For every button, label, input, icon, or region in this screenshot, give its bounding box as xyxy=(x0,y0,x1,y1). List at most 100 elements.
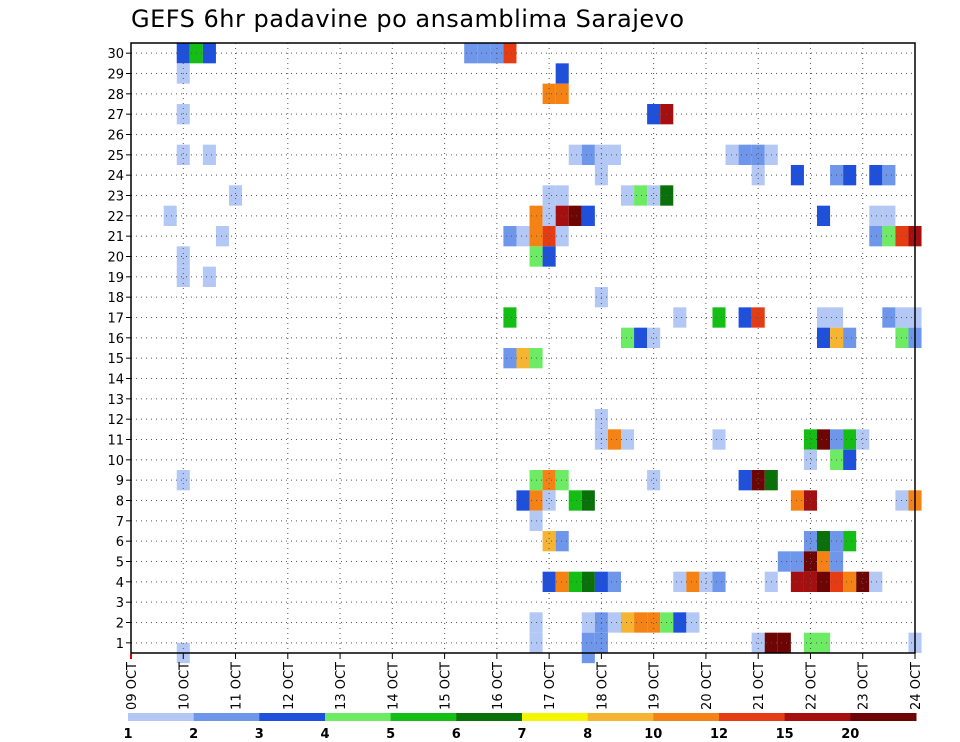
heatmap-cell xyxy=(803,632,817,653)
heatmap-cell xyxy=(738,144,752,165)
heatmap-cell xyxy=(738,470,752,491)
heatmap-cell xyxy=(555,571,569,592)
heatmap-cell xyxy=(516,348,530,369)
heatmap-cell xyxy=(856,571,870,592)
colorbar-label: 12 xyxy=(710,727,728,742)
x-tick-label: 16 OCT xyxy=(491,662,506,710)
y-tick-label: 17 xyxy=(107,312,124,327)
colorbar-swatch xyxy=(522,713,589,721)
heatmap-cell xyxy=(843,531,857,552)
heatmap-cell xyxy=(790,551,804,572)
colorbar-label: 8 xyxy=(583,727,592,742)
plot-frame xyxy=(130,42,916,654)
heatmap-cell xyxy=(607,144,621,165)
y-tick-label: 9 xyxy=(116,474,124,489)
heatmap-cell xyxy=(869,226,883,247)
y-tick-label: 11 xyxy=(107,434,124,449)
heatmap-cell xyxy=(803,551,817,572)
y-tick-label: 13 xyxy=(107,393,124,408)
heatmap-cell xyxy=(647,470,661,491)
heatmap-cell xyxy=(803,571,817,592)
y-tick-label: 3 xyxy=(116,596,124,611)
y-tick-label: 12 xyxy=(107,413,124,428)
heatmap-cell xyxy=(215,226,229,247)
heatmap-cell xyxy=(634,327,648,348)
y-tick-label: 20 xyxy=(107,251,124,266)
heatmap-cell xyxy=(621,185,635,206)
colorbar-swatch xyxy=(850,713,917,721)
y-tick-label: 27 xyxy=(107,108,124,123)
x-axis: 09 OCT 10 OCT 11 OCT 12 OCT 13 OCT 14 OCT 15 O… xyxy=(125,653,924,710)
heatmap-cell xyxy=(542,531,556,552)
heatmap-cell xyxy=(555,185,569,206)
heatmap-cell xyxy=(555,470,569,491)
heatmap-cell xyxy=(751,470,765,491)
heatmap-cell xyxy=(581,144,595,165)
heatmap-cell xyxy=(542,470,556,491)
heatmap-cell xyxy=(843,571,857,592)
heatmap-cell xyxy=(202,43,216,64)
x-tick-label: 19 OCT xyxy=(648,662,663,710)
heatmap-cell xyxy=(843,327,857,348)
heatmap-cell xyxy=(568,490,582,511)
heatmap-cell xyxy=(817,571,831,592)
colorbar-label: 15 xyxy=(776,727,794,742)
heatmap-cell xyxy=(777,632,791,653)
x-tick-label: 10 OCT xyxy=(177,662,192,710)
colorbar-swatch xyxy=(325,713,392,721)
y-tick-label: 4 xyxy=(116,576,124,591)
colorbar-label: 20 xyxy=(841,727,859,742)
y-tick-label: 30 xyxy=(107,47,124,62)
heatmap-cell xyxy=(712,571,726,592)
x-tick-label: 12 OCT xyxy=(282,662,297,710)
x-tick-label: 22 OCT xyxy=(805,662,820,710)
heatmap-cell xyxy=(542,185,556,206)
heatmap-cell xyxy=(803,449,817,470)
heatmap-cell xyxy=(176,470,190,491)
y-axis: 1234567891011121314151617181920212223242… xyxy=(107,47,131,652)
colorbar-label: 1 xyxy=(123,727,132,742)
x-tick-label: 11 OCT xyxy=(230,662,245,710)
heatmap-cell xyxy=(882,226,896,247)
y-tick-label: 29 xyxy=(107,68,124,83)
heatmap-cell xyxy=(176,144,190,165)
heatmap-cell xyxy=(751,632,765,653)
y-tick-label: 10 xyxy=(107,454,124,469)
heatmap-cell xyxy=(607,571,621,592)
heatmap-cell xyxy=(777,551,791,572)
heatmap-cell xyxy=(751,144,765,165)
colorbar: 1 2 3 4 5 6 7 8 10 12 15 20 xyxy=(123,713,917,742)
y-tick-label: 25 xyxy=(107,149,124,164)
colorbar-label: 2 xyxy=(189,727,198,742)
heatmap-cell xyxy=(817,205,831,226)
heatmap-cell xyxy=(229,185,243,206)
heatmap-cell xyxy=(843,165,857,186)
heatmap-cell xyxy=(621,612,635,633)
heatmap-cell xyxy=(869,165,883,186)
heatmap-cell xyxy=(516,490,530,511)
colorbar-swatch xyxy=(719,713,786,721)
y-tick-label: 23 xyxy=(107,190,124,205)
y-tick-label: 22 xyxy=(107,210,124,225)
heatmap-cell xyxy=(163,205,177,226)
heatmap-cell xyxy=(869,205,883,226)
heatmap-cell xyxy=(738,307,752,328)
heatmap-cell xyxy=(843,449,857,470)
heatmap-cell xyxy=(647,327,661,348)
y-tick-label: 15 xyxy=(107,352,124,367)
x-tick-label: 15 OCT xyxy=(439,662,454,710)
heatmap-cell xyxy=(503,226,517,247)
colorbar-label: 10 xyxy=(644,727,662,742)
heatmap-cell xyxy=(202,266,216,287)
heatmap-cell xyxy=(712,429,726,450)
colorbar-label: 6 xyxy=(452,727,461,742)
heatmap-cell xyxy=(817,632,831,653)
colorbar-swatch xyxy=(193,713,260,721)
heatmap-cell xyxy=(712,307,726,328)
y-tick-label: 5 xyxy=(116,556,124,571)
y-tick-label: 14 xyxy=(107,373,124,388)
colorbar-swatch xyxy=(259,713,326,721)
heatmap-cell xyxy=(790,571,804,592)
heatmap-cell xyxy=(673,571,687,592)
heatmap-cell xyxy=(869,571,883,592)
